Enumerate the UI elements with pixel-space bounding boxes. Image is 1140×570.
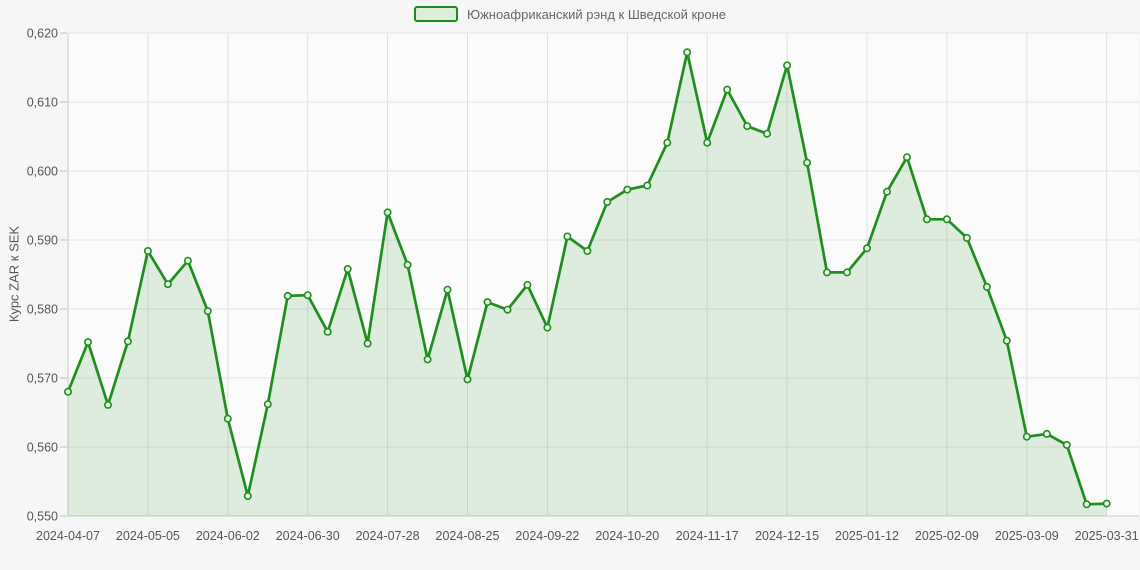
- data-point-marker[interactable]: [902, 153, 911, 162]
- data-point-marker[interactable]: [623, 185, 632, 194]
- data-point-marker[interactable]: [183, 256, 192, 265]
- data-point-marker[interactable]: [84, 338, 93, 347]
- x-tick-label: 2024-06-02: [196, 529, 260, 543]
- data-point-marker[interactable]: [842, 268, 851, 277]
- data-point-marker[interactable]: [383, 208, 392, 217]
- data-point-marker[interactable]: [1062, 440, 1071, 449]
- x-tick-label: 2025-03-31: [1075, 529, 1139, 543]
- legend: Южноафриканский рэнд к Шведской кроне: [0, 0, 1140, 28]
- data-point-marker[interactable]: [1102, 499, 1111, 508]
- x-tick-label: 2024-09-22: [515, 529, 579, 543]
- x-tick-label: 2024-06-30: [276, 529, 340, 543]
- data-point-marker[interactable]: [483, 298, 492, 307]
- x-tick-label: 2024-04-07: [36, 529, 100, 543]
- data-point-marker[interactable]: [463, 375, 472, 384]
- data-point-marker[interactable]: [743, 122, 752, 131]
- data-point-marker[interactable]: [783, 61, 792, 70]
- y-tick-label: 0,610: [27, 96, 58, 110]
- data-point-marker[interactable]: [403, 260, 412, 269]
- data-point-marker[interactable]: [643, 181, 652, 190]
- x-tick-label: 2025-02-09: [915, 529, 979, 543]
- x-tick-label: 2024-10-20: [595, 529, 659, 543]
- x-tick-label: 2024-05-05: [116, 529, 180, 543]
- x-tick-label: 2024-08-25: [436, 529, 500, 543]
- data-point-marker[interactable]: [683, 48, 692, 57]
- data-point-marker[interactable]: [962, 233, 971, 242]
- data-point-marker[interactable]: [64, 387, 73, 396]
- data-point-marker[interactable]: [803, 158, 812, 167]
- y-tick-label: 0,560: [27, 441, 58, 455]
- data-point-marker[interactable]: [243, 491, 252, 500]
- data-point-marker[interactable]: [104, 400, 113, 409]
- data-point-marker[interactable]: [343, 264, 352, 273]
- data-point-marker[interactable]: [143, 247, 152, 256]
- data-point-marker[interactable]: [123, 337, 132, 346]
- data-point-marker[interactable]: [323, 327, 332, 336]
- data-point-marker[interactable]: [982, 282, 991, 291]
- data-point-marker[interactable]: [822, 268, 831, 277]
- data-point-marker[interactable]: [1002, 336, 1011, 345]
- data-point-marker[interactable]: [1042, 429, 1051, 438]
- data-point-marker[interactable]: [922, 215, 931, 224]
- data-point-marker[interactable]: [363, 339, 372, 348]
- legend-swatch-icon: [413, 6, 458, 22]
- data-point-marker[interactable]: [603, 198, 612, 207]
- x-tick-label: 2025-01-12: [835, 529, 899, 543]
- data-point-marker[interactable]: [543, 323, 552, 332]
- data-point-marker[interactable]: [203, 307, 212, 316]
- data-point-marker[interactable]: [503, 305, 512, 314]
- data-point-marker[interactable]: [523, 280, 532, 289]
- y-tick-label: 0,620: [27, 27, 58, 41]
- y-tick-label: 0,590: [27, 234, 58, 248]
- x-tick-label: 2025-03-09: [995, 529, 1059, 543]
- data-point-marker[interactable]: [263, 400, 272, 409]
- data-point-marker[interactable]: [583, 247, 592, 256]
- plot-background: [68, 33, 1139, 516]
- data-point-marker[interactable]: [703, 138, 712, 147]
- data-point-marker[interactable]: [763, 129, 772, 138]
- y-tick-label: 0,570: [27, 372, 58, 386]
- x-tick-label: 2024-11-17: [676, 529, 739, 543]
- data-point-marker[interactable]: [1082, 500, 1091, 509]
- x-tick-label: 2024-12-15: [755, 529, 819, 543]
- legend-label: Южноафриканский рэнд к Шведской кроне: [466, 6, 727, 22]
- data-point-marker[interactable]: [563, 232, 572, 241]
- data-point-marker[interactable]: [882, 187, 891, 196]
- data-point-marker[interactable]: [303, 291, 312, 300]
- data-point-marker[interactable]: [723, 85, 732, 94]
- y-tick-label: 0,580: [27, 303, 58, 317]
- data-point-marker[interactable]: [942, 215, 951, 224]
- data-point-marker[interactable]: [223, 414, 232, 423]
- data-point-marker[interactable]: [862, 244, 871, 253]
- data-point-marker[interactable]: [663, 138, 672, 147]
- data-point-marker[interactable]: [283, 291, 292, 300]
- data-point-marker[interactable]: [423, 355, 432, 364]
- y-tick-label: 0,550: [27, 510, 58, 524]
- y-tick-label: 0,600: [27, 165, 58, 179]
- data-point-marker[interactable]: [443, 285, 452, 294]
- series-area-fill: [68, 52, 1107, 517]
- data-point-marker[interactable]: [1022, 432, 1031, 441]
- legend-item-zar-sek[interactable]: Южноафриканский рэнд к Шведской кроне: [413, 6, 727, 22]
- x-tick-label: 2024-07-28: [356, 529, 420, 543]
- data-point-marker[interactable]: [163, 280, 172, 289]
